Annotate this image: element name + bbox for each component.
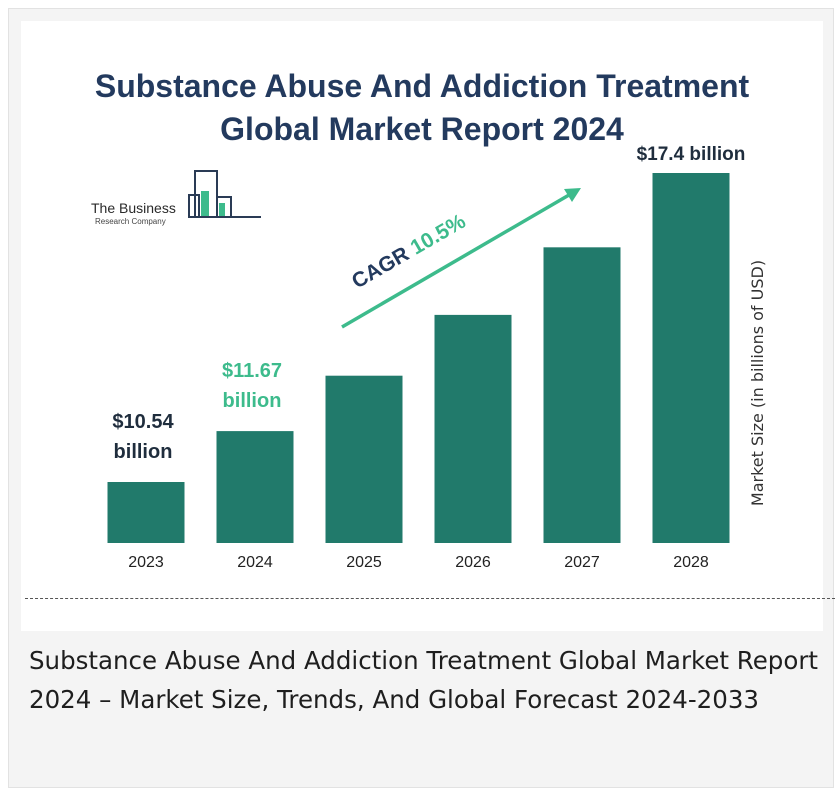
bar-2024 <box>216 431 294 543</box>
y-axis-label: Market Size (in billions of USD) <box>748 260 767 506</box>
report-card: Substance Abuse And Addiction Treatment … <box>8 8 835 788</box>
logo-buildings-icon <box>188 170 261 218</box>
bar-2023 <box>107 482 185 543</box>
data-label-unit: billion <box>223 390 282 412</box>
chart-figure: Substance Abuse And Addiction Treatment … <box>21 21 823 631</box>
report-caption: Substance Abuse And Addiction Treatment … <box>29 646 819 714</box>
divider <box>25 598 835 599</box>
bar-2028 <box>652 173 730 543</box>
data-label: $10.54 <box>112 411 174 433</box>
cagr-arrow-line <box>341 193 570 329</box>
logo-subtext: Research Company <box>95 217 166 226</box>
cagr-label: CAGR 10.5% <box>348 210 470 294</box>
bar-chart: 2023 2024 2025 2026 2027 2028 $10.54 billion $11… <box>107 144 767 571</box>
bar-2025 <box>325 375 403 543</box>
data-label-unit: billion <box>114 441 173 463</box>
x-tick-label: 2028 <box>673 554 709 571</box>
bar-2027 <box>543 247 621 544</box>
logo-text: The Business <box>91 200 176 216</box>
cagr-prefix: CAGR <box>348 240 418 294</box>
cagr-value: 10.5% <box>407 210 470 260</box>
cagr-arrow-head-icon <box>564 188 581 202</box>
x-tick-label: 2027 <box>564 554 600 571</box>
company-logo: The Business Research Company <box>91 169 271 239</box>
data-label: $11.67 <box>222 360 282 382</box>
chart-title: Substance Abuse And Addiction Treatment … <box>94 68 750 147</box>
x-tick-label: 2024 <box>237 554 273 571</box>
x-tick-label: 2025 <box>346 554 382 571</box>
x-tick-label: 2023 <box>128 554 164 571</box>
data-label: $17.4 billion <box>637 144 746 165</box>
x-tick-label: 2026 <box>455 554 491 571</box>
bar-2026 <box>434 314 512 543</box>
cagr-label-group: CAGR 10.5% <box>348 210 470 294</box>
